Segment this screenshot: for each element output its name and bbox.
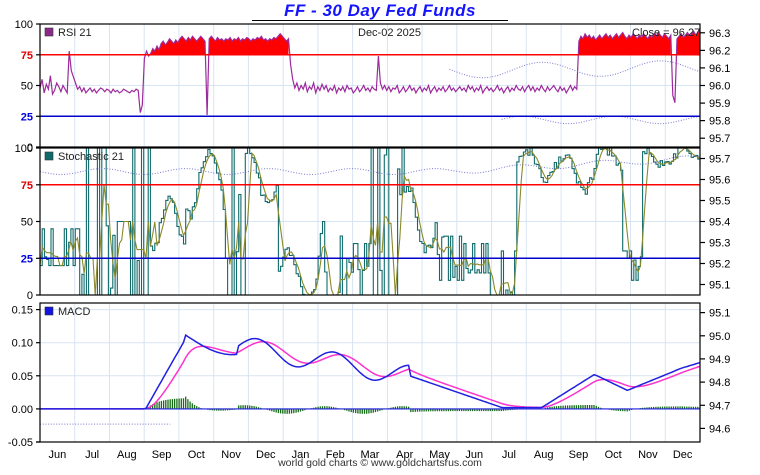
axis-tick-label-right: 94.7 (709, 400, 730, 412)
month-tick-label: Jan (292, 449, 310, 461)
axis-tick-label-left: 0 (27, 142, 33, 154)
legend-swatch (44, 151, 54, 161)
month-tick-label: Dec (673, 449, 693, 461)
axis-tick-label-right: 95.1 (709, 308, 730, 320)
axis-tick-label-right: 94.9 (709, 354, 730, 366)
month-tick-label: Apr (396, 449, 413, 461)
axis-tick-label-left: 100 (15, 19, 33, 31)
rsi-price-overlay-lower (501, 115, 701, 125)
stochastic-price-overlay (39, 155, 701, 176)
axis-tick-label-right: 95.3 (709, 238, 730, 250)
month-tick-label: Nov (221, 449, 241, 461)
axis-tick-label-right: 95.8 (709, 116, 730, 128)
axis-tick-label-left: 25 (21, 111, 33, 123)
month-tick-label: Aug (117, 449, 137, 461)
axis-tick-label-right: 96.3 (709, 28, 730, 40)
month-tick-label: Jul (85, 449, 99, 461)
month-tick-label: Jun (48, 449, 66, 461)
month-tick-label: Mar (361, 449, 380, 461)
close-label: Close = 96.27 (632, 27, 700, 39)
month-tick-label: Jun (465, 449, 483, 461)
axis-tick-label-right: 95.2 (709, 259, 730, 271)
axis-tick-label-right: 95.1 (709, 280, 730, 292)
month-tick-label: Feb (326, 449, 345, 461)
axis-tick-label-right: 95.4 (709, 217, 730, 229)
axis-tick-label-left: 0 (27, 290, 33, 302)
axis-tick-label-right: 96.1 (709, 63, 730, 75)
rsi-overbought-fill (69, 28, 700, 55)
month-tick-label: Oct (605, 449, 622, 461)
month-tick-label: Dec (256, 449, 276, 461)
axis-tick-label-left: 0.15 (12, 305, 33, 317)
page-title: FF - 30 Day Fed Funds (284, 1, 476, 20)
axis-tick-label-right: 96.0 (709, 81, 730, 93)
panel-frame (39, 302, 701, 443)
legend-label: RSI 21 (58, 27, 92, 39)
legend-label: Stochastic 21 (58, 151, 124, 163)
month-tick-label: Nov (638, 449, 658, 461)
macd-signal-line (40, 340, 701, 410)
axis-tick-label-right: 94.6 (709, 423, 730, 435)
axis-tick-label-left: 0.05 (12, 371, 33, 383)
month-tick-label: Aug (534, 449, 554, 461)
legend-swatch (44, 27, 54, 37)
axis-tick-label-left: 100 (15, 143, 33, 155)
month-tick-label: Sep (569, 449, 589, 461)
month-tick-label: Sep (152, 449, 172, 461)
macd-line (40, 333, 701, 410)
date-label: Dec-02 2025 (358, 27, 421, 39)
rsi-price-overlay (449, 60, 701, 79)
month-tick-label: May (429, 449, 450, 461)
axis-tick-label-right: 95.7 (709, 154, 730, 166)
month-tick-label: Oct (188, 449, 205, 461)
axis-tick-label-right: 96.2 (709, 45, 730, 57)
axis-tick-label-right: 94.8 (709, 377, 730, 389)
axis-tick-label-left: 0.10 (12, 338, 33, 350)
axis-tick-label-left: 75 (21, 50, 33, 62)
stochastic-d-line (39, 147, 701, 296)
axis-tick-label-left: -0.05 (8, 437, 33, 449)
axis-tick-label-right: 95.7 (709, 133, 730, 145)
axis-tick-label-left: 50 (21, 217, 33, 229)
title-underline (252, 20, 508, 21)
axis-tick-label-left: 0.00 (12, 404, 33, 416)
axis-tick-label-right: 95.5 (709, 196, 730, 208)
axis-tick-label-right: 95.0 (709, 331, 730, 343)
axis-tick-label-left: 75 (21, 180, 33, 192)
axis-tick-label-left: 50 (21, 81, 33, 93)
axis-tick-label-left: 25 (21, 253, 33, 265)
month-tick-label: Jul (502, 449, 516, 461)
axis-tick-label-right: 95.9 (709, 98, 730, 110)
legend-label: MACD (58, 306, 90, 318)
legend-swatch (44, 306, 54, 316)
axis-tick-label-right: 95.6 (709, 175, 730, 187)
footer-credit: world gold charts © www.goldchartsrus.co… (278, 457, 482, 469)
